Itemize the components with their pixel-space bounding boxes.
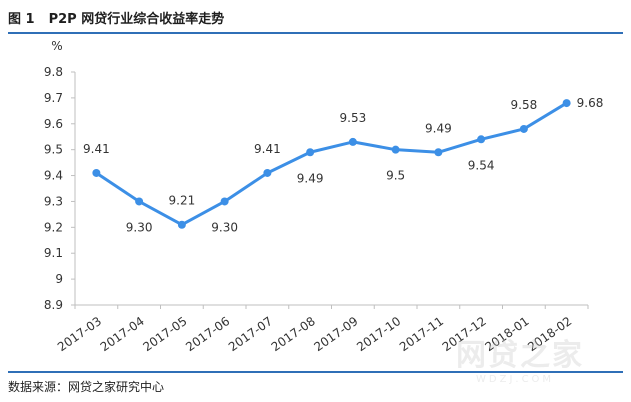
data-label: 9.68 bbox=[577, 96, 604, 110]
source-note: 数据来源：网贷之家研究中心 bbox=[8, 380, 165, 394]
title-rule bbox=[8, 32, 623, 34]
data-point bbox=[348, 137, 357, 146]
data-point bbox=[306, 148, 315, 157]
data-label: 9.49 bbox=[425, 121, 452, 135]
figure-title: 图 1 P2P 网贷行业综合收益率走势 bbox=[8, 8, 224, 27]
y-unit-label: % bbox=[51, 39, 62, 53]
series-line bbox=[95, 101, 568, 227]
x-tick-label: 2017-04 bbox=[98, 314, 147, 354]
figure-number: 图 1 bbox=[8, 12, 35, 27]
data-label: 9.5 bbox=[386, 169, 405, 183]
y-tick-label: 9.7 bbox=[44, 91, 63, 105]
data-point bbox=[263, 168, 272, 177]
watermark-logo: 网贷之家 WDZJ.COM bbox=[456, 330, 616, 390]
x-tick-label: 2017-11 bbox=[397, 314, 446, 354]
data-point bbox=[177, 220, 186, 229]
y-tick-label: 9.1 bbox=[44, 246, 63, 260]
data-point bbox=[562, 99, 571, 108]
data-point bbox=[135, 197, 144, 206]
data-label: 9.54 bbox=[468, 158, 495, 172]
data-label: 9.53 bbox=[340, 111, 367, 125]
x-tick-label: 2017-03 bbox=[55, 314, 104, 354]
data-point bbox=[434, 148, 443, 157]
data-point bbox=[220, 197, 229, 206]
y-tick-label: 9.5 bbox=[44, 143, 63, 157]
data-label: 9.41 bbox=[254, 142, 281, 156]
figure-title-text: P2P 网贷行业综合收益率走势 bbox=[48, 12, 225, 27]
y-tick-label: 9.3 bbox=[44, 194, 63, 208]
y-tick-label: 9.2 bbox=[44, 220, 63, 234]
data-label: 9.58 bbox=[511, 98, 538, 112]
data-point bbox=[519, 124, 528, 133]
data-point bbox=[391, 145, 400, 154]
data-label: 9.41 bbox=[83, 142, 110, 156]
x-tick-label: 2017-10 bbox=[354, 314, 403, 354]
watermark-text: 网贷之家 bbox=[456, 338, 584, 373]
data-point bbox=[477, 135, 486, 144]
x-tick-label: 2017-08 bbox=[269, 314, 318, 354]
data-point bbox=[92, 168, 101, 177]
y-tick-label: 9.6 bbox=[44, 117, 63, 131]
x-tick-label: 2017-07 bbox=[226, 314, 275, 354]
x-tick-label: 2017-09 bbox=[311, 314, 360, 354]
y-tick-label: 8.9 bbox=[44, 298, 63, 312]
y-tick-label: 9.4 bbox=[44, 169, 63, 183]
watermark-subtext: WDZJ.COM bbox=[476, 374, 555, 385]
data-label: 9.21 bbox=[169, 194, 196, 208]
source-rule bbox=[8, 371, 623, 373]
data-label: 9.30 bbox=[126, 220, 153, 234]
data-label: 9.49 bbox=[297, 171, 324, 185]
y-tick-label: 9 bbox=[55, 272, 63, 286]
x-tick-label: 2017-06 bbox=[183, 314, 232, 354]
x-tick-label: 2017-05 bbox=[140, 314, 189, 354]
y-tick-label: 9.8 bbox=[44, 65, 63, 79]
data-label: 9.30 bbox=[211, 220, 238, 234]
